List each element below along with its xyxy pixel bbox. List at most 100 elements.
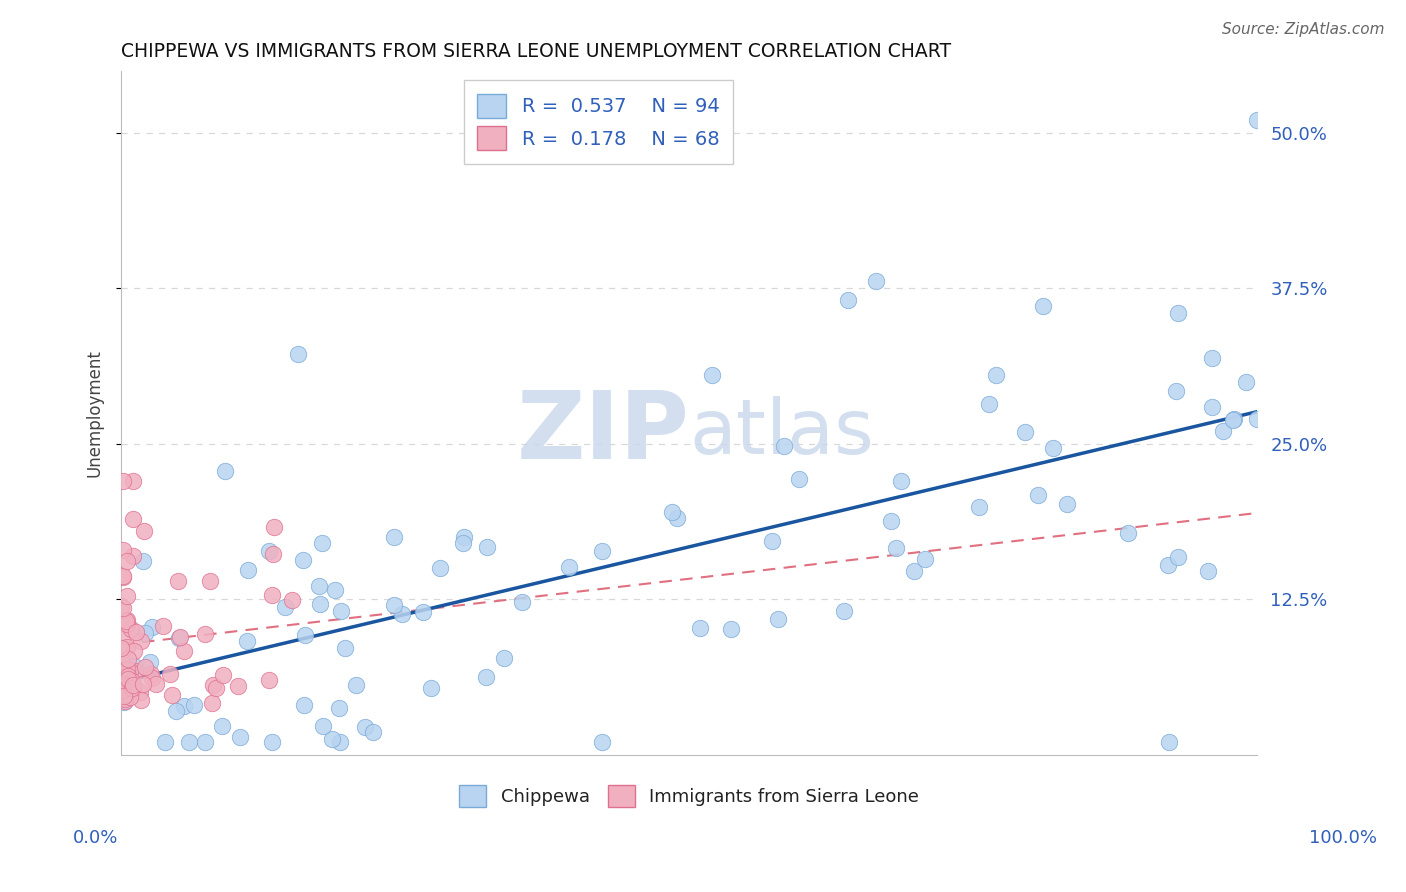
Point <box>124 659 146 673</box>
Point <box>382 530 405 544</box>
Point <box>236 563 259 577</box>
Point <box>382 598 405 612</box>
Point <box>865 275 887 289</box>
Point <box>121 673 143 688</box>
Point <box>1167 549 1189 564</box>
Point <box>145 677 167 691</box>
Point <box>122 678 145 692</box>
Point <box>131 692 153 706</box>
Point <box>720 622 742 636</box>
Point <box>914 552 936 566</box>
Point <box>880 514 903 528</box>
Point <box>165 704 187 718</box>
Point <box>328 700 350 714</box>
Point <box>183 698 205 712</box>
Point <box>202 678 225 692</box>
Point <box>153 735 176 749</box>
Point <box>111 657 134 672</box>
Point <box>1222 413 1244 427</box>
Point <box>111 543 134 558</box>
Point <box>335 641 357 656</box>
Point <box>152 618 174 632</box>
Point <box>121 511 143 525</box>
Point <box>111 601 134 615</box>
Point <box>291 553 314 567</box>
Point <box>117 652 139 666</box>
Point <box>787 472 810 486</box>
Point <box>125 624 148 639</box>
Point <box>412 605 434 619</box>
Point <box>773 439 796 453</box>
Point <box>167 632 190 646</box>
Point <box>211 719 233 733</box>
Point <box>141 620 163 634</box>
Point <box>111 474 134 488</box>
Point <box>201 697 224 711</box>
Point <box>115 589 138 603</box>
Point <box>700 368 723 383</box>
Point <box>121 474 143 488</box>
Point <box>451 536 474 550</box>
Text: Source: ZipAtlas.com: Source: ZipAtlas.com <box>1222 22 1385 37</box>
Point <box>160 688 183 702</box>
Point <box>118 690 141 704</box>
Point <box>834 603 856 617</box>
Point <box>1116 526 1139 541</box>
Text: 100.0%: 100.0% <box>1309 829 1376 847</box>
Text: atlas: atlas <box>689 396 875 470</box>
Point <box>115 614 138 628</box>
Point <box>228 679 250 693</box>
Point <box>121 681 143 695</box>
Point <box>120 622 142 636</box>
Point <box>228 730 250 744</box>
Point <box>114 693 136 707</box>
Point <box>110 640 132 655</box>
Point <box>311 536 333 550</box>
Text: CHIPPEWA VS IMMIGRANTS FROM SIERRA LEONE UNEMPLOYMENT CORRELATION CHART: CHIPPEWA VS IMMIGRANTS FROM SIERRA LEONE… <box>121 42 952 61</box>
Legend: Chippewa, Immigrants from Sierra Leone: Chippewa, Immigrants from Sierra Leone <box>453 778 927 814</box>
Point <box>323 582 346 597</box>
Point <box>661 505 683 519</box>
Point <box>1014 425 1036 439</box>
Text: ZIP: ZIP <box>516 387 689 479</box>
Point <box>591 735 613 749</box>
Point <box>986 368 1008 382</box>
Point <box>294 628 316 642</box>
Point <box>1156 558 1178 572</box>
Point <box>312 719 335 733</box>
Point <box>112 695 135 709</box>
Point <box>141 667 163 681</box>
Point <box>173 643 195 657</box>
Point <box>198 574 221 589</box>
Text: 0.0%: 0.0% <box>73 829 118 847</box>
Point <box>492 651 515 665</box>
Point <box>139 655 162 669</box>
Point <box>236 634 259 648</box>
Point <box>967 500 990 514</box>
Point <box>132 554 155 568</box>
Point <box>281 593 304 607</box>
Point <box>173 698 195 713</box>
Point <box>329 604 352 618</box>
Point <box>194 627 217 641</box>
Point <box>115 640 138 654</box>
Point <box>117 613 139 627</box>
Point <box>591 544 613 558</box>
Point <box>169 631 191 645</box>
Point <box>134 625 156 640</box>
Point <box>1246 113 1268 128</box>
Point <box>111 674 134 689</box>
Point <box>262 735 284 749</box>
Point <box>977 397 1000 411</box>
Point <box>263 520 285 534</box>
Point <box>1201 400 1223 414</box>
Point <box>665 510 688 524</box>
Point <box>329 735 352 749</box>
Point <box>212 668 235 682</box>
Point <box>558 560 581 574</box>
Y-axis label: Unemployment: Unemployment <box>86 349 103 476</box>
Point <box>353 720 375 734</box>
Point <box>115 662 138 676</box>
Point <box>361 725 384 739</box>
Point <box>117 672 139 686</box>
